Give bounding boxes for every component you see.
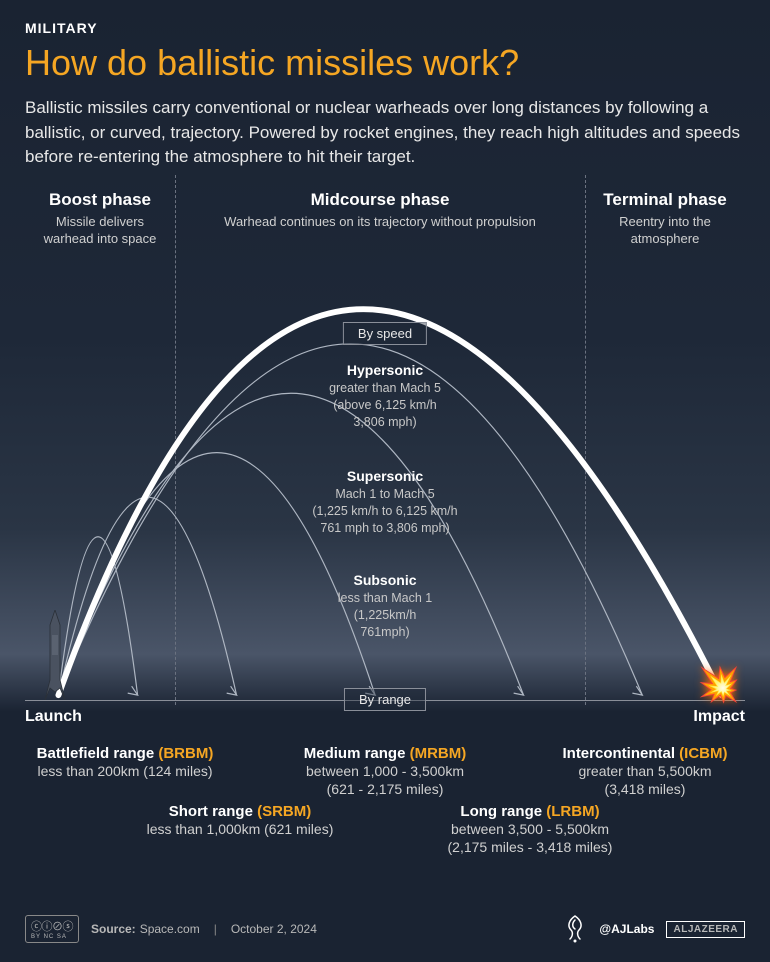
range-brbm-title: Battlefield range (BRBM) <box>25 745 225 762</box>
phase-boost-title: Boost phase <box>33 190 167 210</box>
footer: ⓒⓘ⊘ⓢ BY NC SA Source: Space.com | Octobe… <box>25 914 745 944</box>
footer-date: October 2, 2024 <box>231 922 317 936</box>
range-mrbm-desc: between 1,000 - 3,500km <box>270 762 500 780</box>
range-mrbm-title: Medium range (MRBM) <box>270 745 500 762</box>
aljazeera-logo-icon <box>563 914 587 944</box>
launch-label: Launch <box>25 708 82 726</box>
speed-subsonic-l1: less than Mach 1 <box>255 590 515 607</box>
main-title: How do ballistic missiles work? <box>25 42 745 84</box>
speed-supersonic-l2: (1,225 km/h to 6,125 km/h <box>255 503 515 520</box>
range-mrbm-desc: (621 - 2,175 miles) <box>270 780 500 798</box>
speed-subsonic-l3: 761mph) <box>255 624 515 641</box>
brand-name: ALJAZEERA <box>666 921 745 938</box>
description-text: Ballistic missiles carry conventional or… <box>25 96 745 170</box>
cc-license-icon: ⓒⓘ⊘ⓢ BY NC SA <box>25 915 79 943</box>
speed-hypersonic-l2: (above 6,125 km/h <box>255 397 515 414</box>
range-lrbm: Long range (LRBM)between 3,500 - 5,500km… <box>405 803 655 856</box>
by-range-pill: By range <box>344 688 426 711</box>
range-icbm-desc: (3,418 miles) <box>545 780 745 798</box>
speed-hypersonic: Hypersonic greater than Mach 5 (above 6,… <box>255 362 515 431</box>
speed-hypersonic-title: Hypersonic <box>255 362 515 378</box>
range-icbm: Intercontinental (ICBM)greater than 5,50… <box>545 745 745 798</box>
speed-subsonic-l2: (1,225km/h <box>255 607 515 624</box>
range-srbm: Short range (SRBM)less than 1,000km (621… <box>120 803 360 838</box>
missile-icon <box>43 610 67 700</box>
range-lrbm-desc: (2,175 miles - 3,418 miles) <box>405 838 655 856</box>
phase-term-title: Terminal phase <box>593 190 737 210</box>
range-icbm-desc: greater than 5,500km <box>545 762 745 780</box>
range-brbm-desc: less than 200km (124 miles) <box>25 762 225 780</box>
range-lrbm-title: Long range (LRBM) <box>405 803 655 820</box>
social-handle: @AJLabs <box>599 922 654 936</box>
speed-supersonic-title: Supersonic <box>255 468 515 484</box>
range-icbm-title: Intercontinental (ICBM) <box>545 745 745 762</box>
speed-hypersonic-l3: 3,806 mph) <box>255 414 515 431</box>
speed-supersonic-l3: 761 mph to 3,806 mph) <box>255 520 515 537</box>
phase-mid-title: Midcourse phase <box>183 190 577 210</box>
range-mrbm: Medium range (MRBM)between 1,000 - 3,500… <box>270 745 500 798</box>
speed-hypersonic-l1: greater than Mach 5 <box>255 380 515 397</box>
brand-block: @AJLabs ALJAZEERA <box>563 914 745 944</box>
speed-subsonic-title: Subsonic <box>255 572 515 588</box>
speed-subsonic: Subsonic less than Mach 1 (1,225km/h 761… <box>255 572 515 641</box>
range-srbm-title: Short range (SRBM) <box>120 803 360 820</box>
category-label: MILITARY <box>25 20 745 36</box>
footer-separator: | <box>214 922 217 936</box>
speed-supersonic: Supersonic Mach 1 to Mach 5 (1,225 km/h … <box>255 468 515 537</box>
source-label: Source: <box>91 922 136 936</box>
impact-icon: 💥 <box>698 665 740 705</box>
impact-label: Impact <box>693 708 745 726</box>
range-lrbm-desc: between 3,500 - 5,500km <box>405 820 655 838</box>
source-value: Space.com <box>140 922 200 936</box>
range-brbm: Battlefield range (BRBM)less than 200km … <box>25 745 225 780</box>
trajectory-chart: 💥 By speed By range Hypersonic greater t… <box>25 230 745 705</box>
phase-mid-desc: Warhead continues on its trajectory with… <box>183 214 577 231</box>
by-speed-pill: By speed <box>343 322 427 345</box>
range-section: Battlefield range (BRBM)less than 200km … <box>25 745 745 875</box>
range-srbm-desc: less than 1,000km (621 miles) <box>120 820 360 838</box>
speed-supersonic-l1: Mach 1 to Mach 5 <box>255 486 515 503</box>
